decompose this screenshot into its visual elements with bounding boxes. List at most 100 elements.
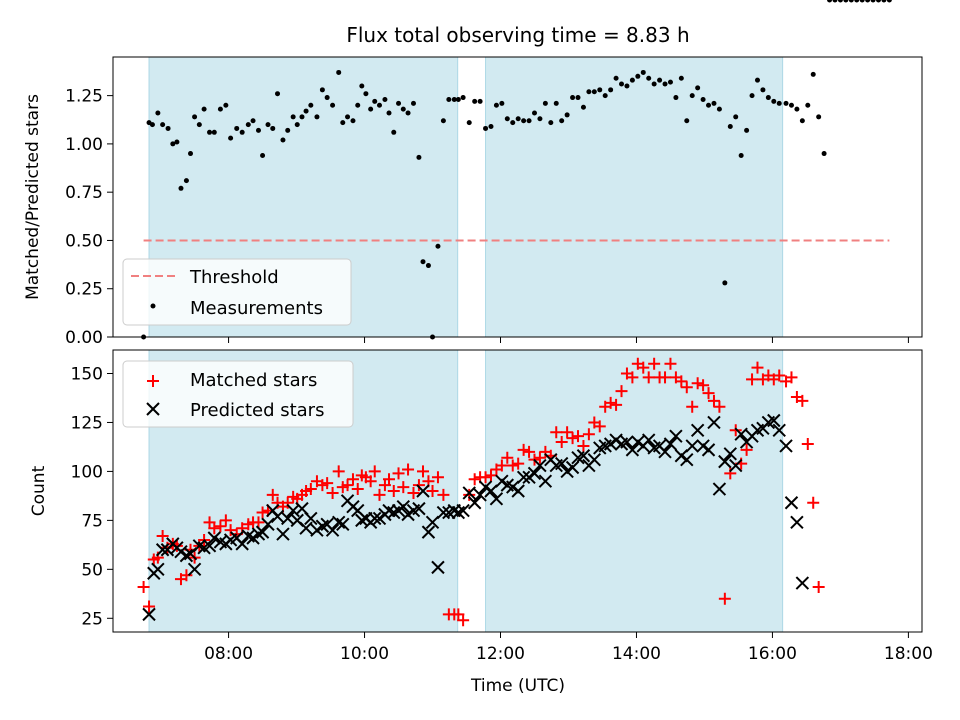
measurement-point [662, 81, 668, 87]
matched-star-point [463, 488, 476, 501]
predicted-star-point [779, 439, 793, 453]
measurement-point [700, 96, 706, 102]
y-tick-label: 1.25 [65, 87, 103, 107]
matched-star-point [785, 371, 798, 384]
matched-star-point [561, 426, 574, 439]
matched-star-point [512, 457, 525, 470]
bottom-observation-windows [148, 349, 784, 633]
matched-star-point [383, 473, 396, 486]
matched-star-point [718, 592, 731, 605]
matched-star-point [208, 522, 221, 535]
x-tick-label: 12:00 [476, 644, 525, 664]
matched-star-point [637, 361, 650, 374]
measurement-point [559, 118, 565, 124]
matched-star-point [304, 483, 317, 496]
top-y-ticks: 0.00 0.25 0.50 0.75 1.00 1.25 [65, 87, 113, 348]
measurement-point [359, 83, 365, 89]
predicted-star-point [767, 413, 781, 428]
predicted-star-point [368, 511, 382, 526]
y-tick-label: 0.50 [65, 231, 103, 251]
predicted-star-point [718, 454, 732, 469]
predicted-star-point [151, 562, 165, 577]
measurement-point [837, 0, 843, 3]
measurement-point [372, 98, 378, 104]
measurement-point [526, 118, 532, 124]
matched-star-point [659, 371, 672, 384]
measurement-point [640, 69, 646, 75]
measurement-point [446, 96, 452, 102]
matched-star-point [281, 496, 294, 509]
matched-star-point [351, 483, 364, 496]
measurement-point [405, 110, 411, 116]
matched-star-point [642, 371, 655, 384]
matched-star-points [137, 357, 825, 627]
matched-star-point [746, 373, 759, 386]
measurement-point [760, 87, 766, 93]
measurement-point [165, 125, 171, 131]
predicted-star-point [729, 458, 743, 473]
y-tick-label: 25 [81, 609, 103, 629]
measurement-point [207, 129, 213, 135]
measurement-point [733, 114, 739, 120]
measurement-point [667, 79, 673, 85]
predicted-star-point [325, 523, 340, 537]
bottom-y-ticks: 25 50 75 100 125 150 [71, 365, 113, 629]
measurement-point [848, 0, 854, 3]
matched-star-point [368, 465, 381, 478]
measurement-point [716, 106, 722, 112]
matched-star-point [593, 420, 606, 433]
matched-star-point [648, 357, 661, 370]
measurement-point [646, 75, 652, 81]
measurement-point [460, 95, 466, 101]
measurement-point [754, 77, 760, 83]
measurement-point [196, 122, 202, 128]
predicted-star-point [723, 447, 737, 461]
measurement-point [255, 127, 261, 133]
x-tick-label: 08:00 [204, 644, 253, 664]
measurement-point [771, 98, 777, 104]
matched-star-point [219, 514, 232, 527]
measurement-point [881, 0, 887, 3]
matched-star-point [664, 357, 677, 370]
predicted-star-point [790, 515, 804, 530]
measurement-point [239, 129, 245, 135]
matched-star-point [252, 516, 265, 529]
matched-star-point [533, 451, 546, 464]
measurement-point [805, 102, 811, 108]
matched-star-point [170, 539, 183, 552]
matched-star-point [143, 600, 156, 613]
measurement-point [355, 102, 361, 108]
measurement-point [290, 114, 296, 120]
measurement-point [228, 135, 234, 141]
matched-star-point [321, 477, 334, 490]
y-tick-label: 1.00 [65, 135, 103, 155]
measurement-point [400, 106, 406, 112]
matched-star-point [326, 486, 339, 499]
measurement-point [854, 0, 860, 3]
predicted-star-point [155, 543, 170, 557]
top-y-axis-label: Matched/Predicted stars [23, 94, 43, 300]
predicted-star-point [576, 449, 591, 463]
measurement-point [651, 81, 657, 87]
matched-star-point [156, 530, 169, 543]
matched-star-point [407, 486, 420, 499]
legend-threshold-label: Threshold [189, 267, 279, 288]
measurement-point [788, 102, 794, 108]
matched-star-point [214, 520, 227, 533]
measurement-point [396, 100, 402, 106]
predicted-star-point [304, 511, 318, 526]
matched-star-point [484, 469, 497, 482]
predicted-star-point [734, 427, 748, 441]
matched-star-point [397, 481, 410, 494]
matched-star-point [550, 426, 563, 439]
matched-star-point [495, 459, 508, 472]
measurement-point [875, 0, 881, 3]
measurement-point [608, 87, 614, 93]
measurement-point [280, 137, 286, 143]
predicted-star-point [396, 499, 410, 514]
measurement-point [832, 0, 838, 3]
measurement-point [799, 118, 805, 124]
measurement-point [170, 141, 176, 147]
measurement-point [477, 98, 483, 104]
